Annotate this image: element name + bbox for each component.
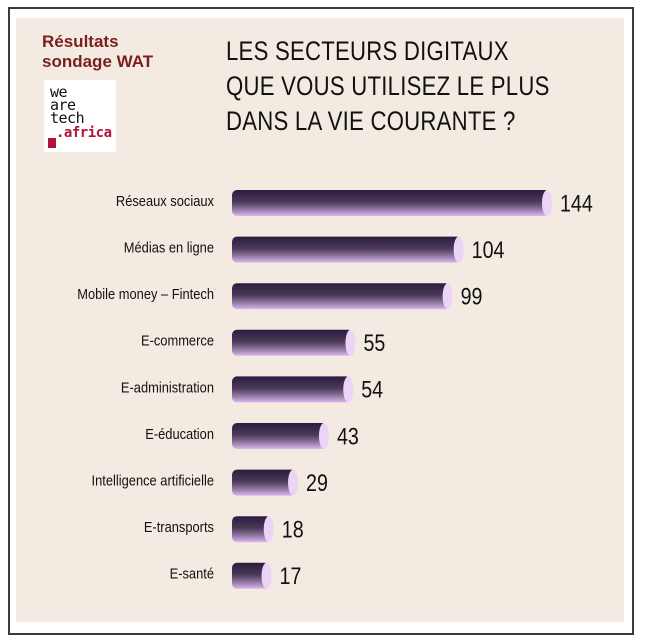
chart-panel: Résultats sondage WAT we are tech .afric…	[16, 18, 624, 622]
value-label-7: 18	[282, 516, 304, 543]
bar-cap-1	[453, 236, 464, 263]
survey-source-line-1: Résultats	[42, 32, 119, 51]
bar-cap-3	[345, 329, 356, 356]
value-label-5: 43	[337, 422, 359, 449]
value-label-4: 54	[361, 376, 383, 403]
category-label-3: E-commerce	[141, 332, 214, 349]
value-label-6: 29	[306, 469, 328, 496]
bar-cap-4	[343, 376, 354, 403]
bar-cap-0	[542, 190, 552, 216]
value-label-0: 144	[560, 189, 593, 216]
logo-line-4: .africa	[56, 125, 112, 141]
bar-0	[232, 190, 550, 216]
wearetech-logo: we are tech .africa	[44, 80, 116, 152]
chart-title-line-1: LES SECTEURS DIGITAUX	[226, 36, 509, 66]
category-label-1: Médias en ligne	[124, 239, 214, 256]
value-label-3: 55	[363, 329, 385, 356]
logo-accent-bar	[48, 138, 56, 148]
bar-cap-7	[263, 516, 274, 543]
category-label-2: Mobile money – Fintech	[77, 285, 214, 302]
bar-cap-8	[261, 562, 272, 589]
bar-6	[232, 469, 297, 496]
logo-line-2: are	[50, 96, 76, 114]
survey-source-line-2: sondage WAT	[42, 52, 154, 71]
bar-3	[232, 329, 354, 356]
chart-title-line-2: QUE VOUS UTILISEZ LE PLUS	[226, 71, 550, 101]
value-label-8: 17	[280, 562, 302, 589]
logo-line-1: we	[50, 83, 68, 101]
bar-4	[232, 376, 352, 403]
bar-5	[232, 423, 327, 449]
bar-7	[232, 516, 272, 543]
category-label-8: E-santé	[170, 565, 215, 582]
chart-title: LES SECTEURS DIGITAUX QUE VOUS UTILISEZ …	[226, 34, 550, 139]
survey-source-label: Résultats sondage WAT	[42, 32, 182, 72]
value-label-1: 104	[472, 236, 505, 263]
value-label-2: 99	[461, 283, 483, 310]
bars-group: Réseaux sociaux 144 Médias en ligne 104 Mobi…	[77, 189, 593, 589]
category-label-6: Intelligence artificielle	[92, 472, 215, 489]
category-label-7: E-transports	[144, 518, 214, 535]
bar-cap-5	[318, 423, 329, 449]
bar-2	[232, 283, 451, 310]
category-label-0: Réseaux sociaux	[116, 192, 214, 209]
chart-title-line-3: DANS LA VIE COURANTE ?	[226, 106, 516, 136]
bar-cap-2	[442, 283, 453, 310]
category-label-4: E-administration	[121, 378, 214, 395]
bar-cap-6	[288, 469, 299, 496]
bar-8	[232, 562, 270, 589]
logo-line-3: tech	[50, 109, 85, 127]
category-label-5: E-éducation	[145, 425, 214, 442]
bar-1	[232, 236, 462, 263]
